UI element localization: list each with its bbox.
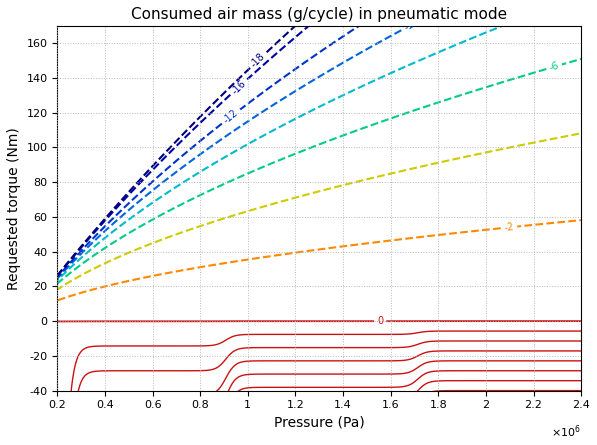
Y-axis label: Requested torque (Nm): Requested torque (Nm) — [7, 127, 21, 290]
Text: 0.8: 0.8 — [592, 356, 597, 366]
Text: 0.4: 0.4 — [592, 336, 597, 346]
Text: -10: -10 — [402, 16, 421, 33]
Text: -6: -6 — [548, 61, 560, 73]
Text: 1.4: 1.4 — [592, 386, 597, 396]
Text: -18: -18 — [250, 51, 267, 69]
X-axis label: Pressure (Pa): Pressure (Pa) — [274, 416, 365, 430]
Text: -12: -12 — [221, 108, 240, 125]
Text: -16: -16 — [230, 78, 248, 96]
Text: 1.2: 1.2 — [592, 376, 597, 386]
Text: 0.6: 0.6 — [592, 346, 597, 356]
Text: 0: 0 — [377, 316, 383, 326]
Text: -4: -4 — [592, 124, 597, 136]
Title: Consumed air mass (g/cycle) in pneumatic mode: Consumed air mass (g/cycle) in pneumatic… — [131, 7, 507, 22]
Text: $\times10^6$: $\times10^6$ — [551, 424, 581, 440]
Text: -2: -2 — [504, 222, 515, 233]
Text: -8: -8 — [508, 15, 521, 28]
Text: 0.2: 0.2 — [592, 326, 597, 336]
